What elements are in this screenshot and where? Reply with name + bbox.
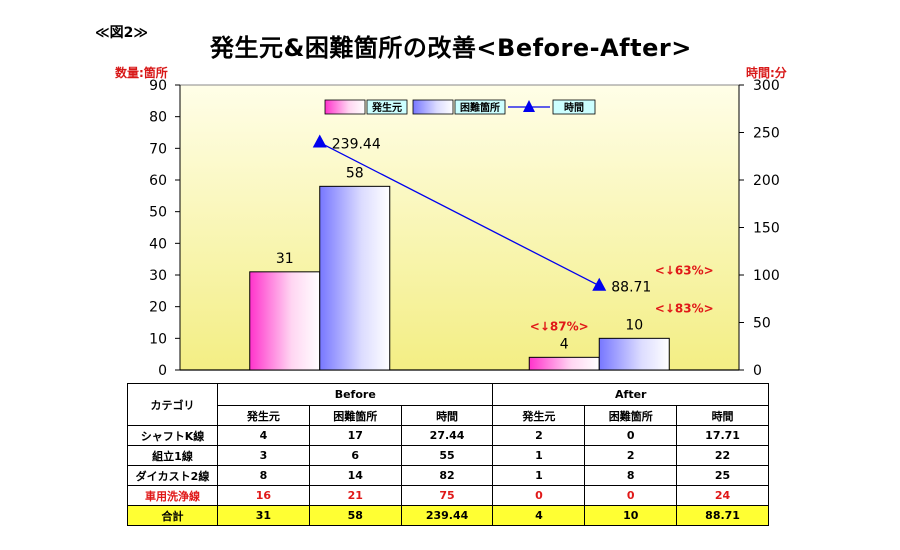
right-tick-label: 100 [753,268,780,284]
table-cell: 3 [217,445,310,466]
table-cell: 4 [217,425,310,446]
table-row-label: 組立1線 [127,445,218,466]
legend-swatch-source [324,99,366,115]
table-cell: 88.71 [676,505,769,526]
table-row: 合計 31 58 239.44 4 10 88.71 [127,505,769,526]
left-tick-label: 70 [149,141,167,157]
legend-label-time: 時間 [564,101,584,114]
table-cell: 82 [400,465,494,486]
legend-label-box [454,99,506,115]
table-cell: 16 [217,485,310,506]
chart-svg: 0 10 20 30 40 50 60 70 80 90 0 50 100 150 200 250 300 31… [149,78,780,379]
table-cell: 0 [492,485,586,506]
legend-label-box [552,99,596,115]
legend-swatch-difficult [412,99,454,115]
table-cell: 2 [492,425,586,446]
table-cell: 27.44 [400,425,494,446]
left-axis-unit: 数量:箇所 [115,66,168,80]
table-column-header: 困難箇所 [308,405,402,426]
table-cell: 1 [492,465,586,486]
time-marker [312,134,327,148]
table-cell: 24 [676,485,769,506]
table-cell: 25 [676,465,769,486]
left-tick-label: 20 [149,300,167,316]
right-tick-label: 200 [753,173,780,189]
table-cell: 0 [584,425,678,446]
data-table: カテゴリ Before After 発生元 困難箇所 時間 発生元 困難箇所 時間 シャフトK線 4… [127,383,769,526]
table-cell: 55 [400,445,494,466]
table-group-header: After [492,383,769,406]
table-row-label: 車用洗浄線 [127,485,218,506]
table-column-header: 発生元 [492,405,586,426]
right-tick-label: 0 [753,363,762,379]
table-cell: 0 [584,485,678,506]
table-cell: 10 [584,505,678,526]
table-cell: 75 [400,485,494,506]
table-cell: 22 [676,445,769,466]
legend-label-difficult: 困難箇所 [460,101,500,114]
reduction-annotation: <↓83%> [655,301,714,315]
left-tick-label: 40 [149,236,167,252]
legend-label-box [366,99,408,115]
table-row: 組立1線 3 6 55 1 2 22 [127,445,769,466]
bar-data-label: 58 [346,165,364,181]
table-corner-header: カテゴリ [127,383,218,426]
left-tick-label: 10 [149,331,167,347]
table-row-label: ダイカスト2線 [127,465,218,486]
table-column-header: 時間 [400,405,494,426]
reduction-annotation: <↓63%> [655,264,714,278]
line-data-label: 88.71 [611,280,651,296]
bar-data-label: 10 [625,317,643,333]
bar-data-label: 4 [560,336,569,352]
table-cell: 6 [308,445,402,466]
time-marker [592,277,607,291]
bar-difficult-1 [598,337,670,371]
table-cell: 1 [492,445,586,466]
table-row-label: シャフトK線 [127,425,218,446]
table-column-header: 時間 [676,405,769,426]
bar-difficult-0 [319,185,391,371]
table-cell: 31 [217,505,310,526]
right-tick-label: 300 [753,78,780,94]
right-tick-label: 250 [753,126,780,142]
table-cell: 8 [584,465,678,486]
left-tick-label: 30 [149,268,167,284]
bar-source-1 [528,356,600,371]
table-cell: 58 [308,505,402,526]
table-row-label: 合計 [127,505,218,526]
bar-source-0 [249,271,321,371]
legend-marker-time [523,100,535,112]
table-cell: 17 [308,425,402,446]
table-cell: 4 [492,505,586,526]
table-group-header: Before [216,383,494,406]
reduction-annotation: <↓87%> [530,319,589,333]
table-row: ダイカスト2線 8 14 82 1 8 25 [127,465,769,486]
figure-label: ≪図2≫ [95,25,149,41]
legend-label-source: 発生元 [371,101,402,114]
table-row: 車用洗浄線 16 21 75 0 0 24 [127,485,769,506]
left-tick-label: 60 [149,173,167,189]
legend: 発生元 困難箇所 時間 [324,99,596,115]
left-tick-label: 0 [158,363,167,379]
line-data-label: 239.44 [332,137,381,153]
table-row: シャフトK線 4 17 27.44 2 0 17.71 [127,425,769,446]
table-cell: 14 [308,465,402,486]
table-cell: 2 [584,445,678,466]
table-column-header: 発生元 [217,405,310,426]
left-tick-label: 80 [149,110,167,126]
table-cell: 17.71 [676,425,769,446]
table-cell: 239.44 [400,505,494,526]
chart-title: 発生元&困難箇所の改善<Before-After> [210,34,692,62]
table-cell: 8 [217,465,310,486]
table-cell: 21 [308,485,402,506]
right-axis-unit: 時間:分 [746,66,787,80]
left-tick-label: 90 [149,78,167,94]
left-tick-label: 50 [149,205,167,221]
right-tick-label: 150 [753,221,780,237]
bar-data-label: 31 [276,251,294,267]
right-tick-label: 50 [753,316,771,332]
table-column-header: 困難箇所 [584,405,678,426]
time-line [319,141,600,287]
